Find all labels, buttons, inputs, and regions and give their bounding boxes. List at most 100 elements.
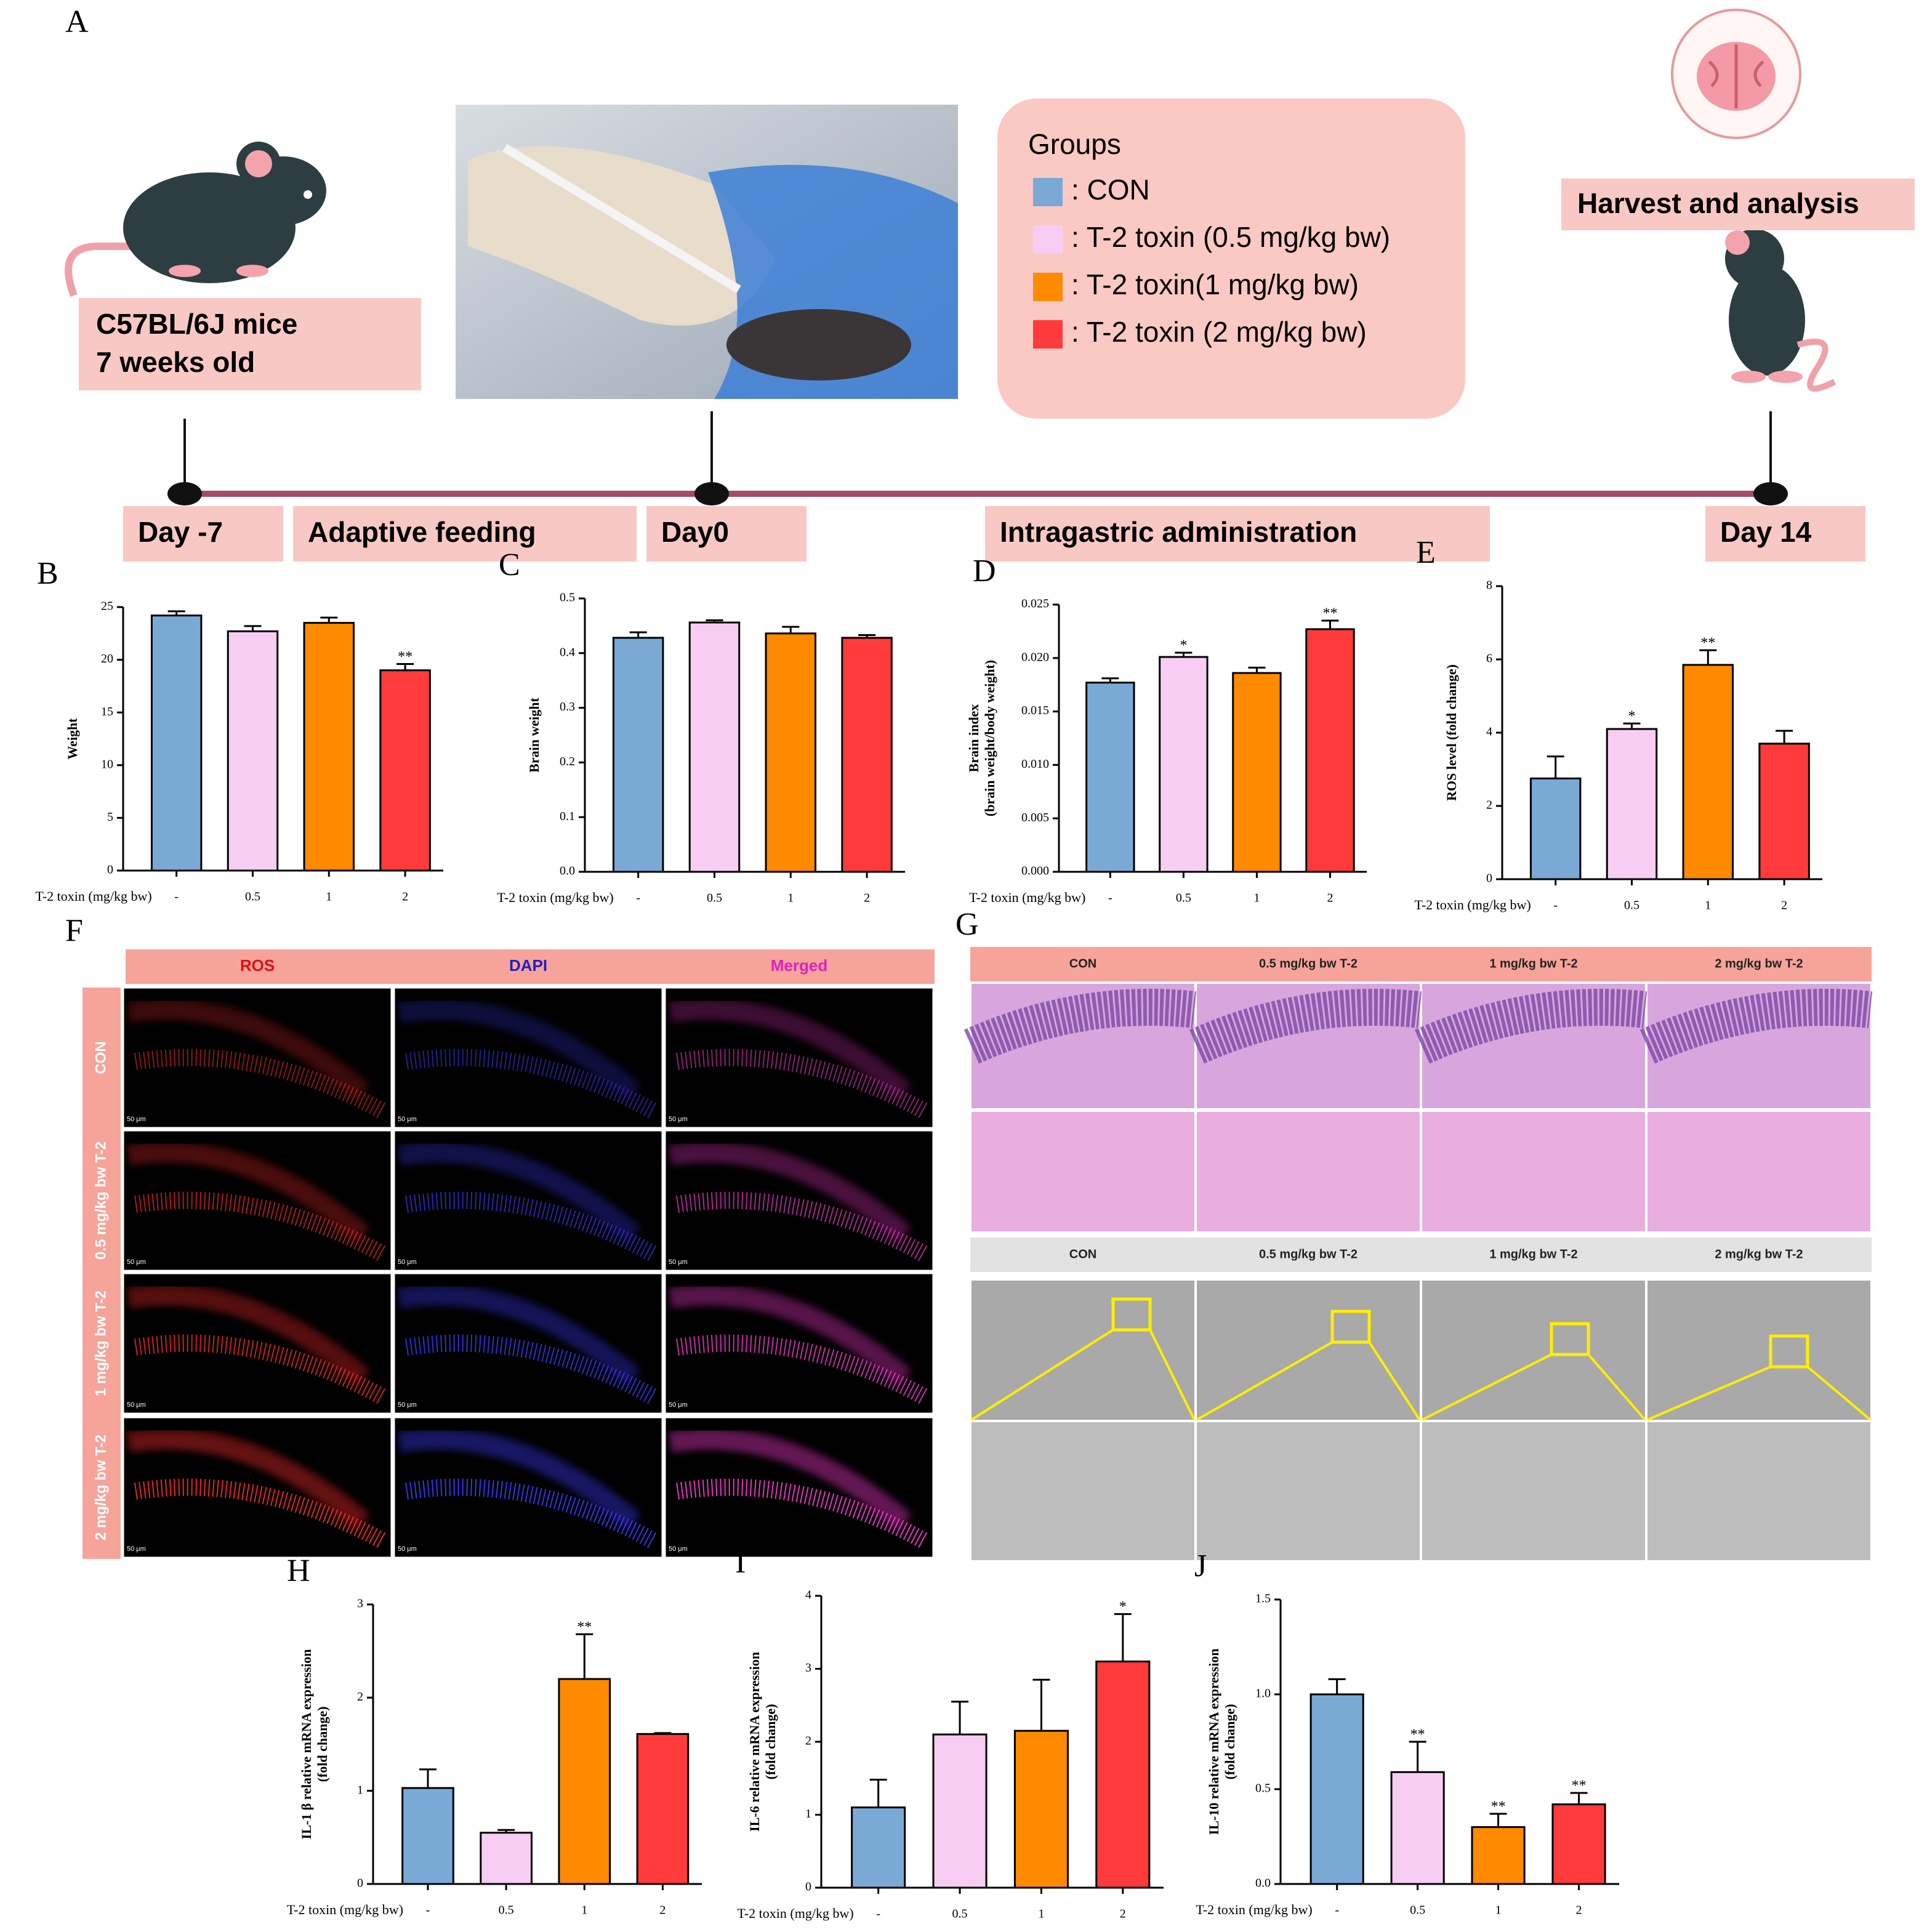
x-tick-label: 2	[1781, 899, 1787, 912]
y-tick-label: 3	[357, 1597, 363, 1611]
stain-band	[669, 999, 912, 1101]
timeline-label: Intragastric administration	[1000, 516, 1357, 548]
stain-band	[398, 1141, 641, 1244]
significance-mark: **	[398, 649, 412, 665]
bar	[851, 1806, 906, 1889]
y-tick-label: 5	[107, 810, 113, 824]
tem-image	[1647, 1281, 1870, 1420]
y-tick-label: 2	[1486, 799, 1492, 812]
y-tick-label: 2	[805, 1734, 811, 1748]
he-layer	[1414, 989, 1647, 1064]
harvest-text: Harvest and analysis	[1577, 187, 1859, 219]
mice-box	[79, 298, 421, 390]
x-tick-label: -	[1335, 1904, 1339, 1917]
x-axis-label: T-2 toxin (mg/kg bw)	[35, 888, 151, 904]
group-swatch	[1033, 273, 1063, 301]
tem-image	[1197, 1281, 1420, 1420]
group-label: : CON	[1071, 174, 1150, 206]
y-tick-label: 0.0	[560, 864, 575, 878]
stain-band	[398, 999, 641, 1101]
error-bar	[1570, 1792, 1588, 1805]
mouse-illustration	[65, 142, 326, 297]
he-image	[1422, 1112, 1645, 1231]
x-tick-label: 2	[1120, 1907, 1126, 1921]
y-tick-label: 0.5	[560, 591, 575, 605]
x-axis-label: T-2 toxin (mg/kg bw)	[1414, 897, 1531, 912]
bar	[765, 632, 817, 873]
x-axis-label: T-2 toxin (mg/kg bw)	[1196, 1902, 1312, 1917]
y-tick-label: 0.005	[1021, 811, 1049, 824]
y-tick-label: 2	[357, 1690, 363, 1704]
error-bar	[706, 619, 723, 623]
he-layer	[1189, 989, 1422, 1064]
x-tick-label: 1	[1038, 1907, 1044, 1921]
group-label: : T-2 toxin (0.5 mg/kg bw)	[1071, 221, 1390, 253]
x-axis-label: T-2 toxin (mg/kg bw)	[737, 1906, 853, 1921]
timeline-box	[293, 506, 637, 561]
y-tick-label: 0.020	[1021, 650, 1049, 664]
y-tick-label: 0	[357, 1877, 363, 1890]
error-bar	[1776, 730, 1793, 744]
y-tick-label: 6	[1486, 652, 1492, 666]
scale-bar-label: 50 μm	[669, 1258, 688, 1266]
y-tick-label: 0.025	[1021, 597, 1049, 611]
scale-bar-label: 50 μm	[127, 1401, 146, 1409]
panel-label: A	[65, 4, 89, 39]
header-bar	[970, 1238, 1872, 1272]
error-bar	[1101, 677, 1119, 683]
bar	[1013, 1729, 1069, 1889]
panel-label: J	[1194, 1548, 1207, 1584]
significance-mark: *	[1628, 709, 1635, 725]
timeline-label: Day 14	[1720, 516, 1812, 548]
timeline-dot	[694, 482, 729, 505]
tem-image	[972, 1422, 1194, 1560]
x-tick-label: 1	[581, 1904, 587, 1917]
scale-bar-label: 50 μm	[669, 1116, 688, 1123]
stain-band	[669, 1284, 912, 1387]
bar	[1390, 1771, 1445, 1885]
y-tick-label: 0	[1486, 872, 1492, 885]
x-axis-label: T-2 toxin (mg/kg bw)	[287, 1902, 403, 1917]
scale-bar-label: 50 μm	[669, 1545, 688, 1553]
panel-label: G	[955, 907, 979, 942]
x-tick-label: 2	[864, 892, 870, 905]
standing-mouse	[1725, 229, 1836, 392]
panel-label: I	[735, 1545, 746, 1580]
stain-band	[127, 1141, 370, 1244]
stain-band	[669, 1141, 912, 1244]
y-axis-label: ROS level (fold change)	[1444, 664, 1459, 801]
y-tick-label: 0.3	[560, 700, 575, 714]
timeline-label: Day -7	[138, 516, 223, 548]
column-label: 0.5 mg/kg bw T-2	[1259, 957, 1358, 970]
x-tick-label: 2	[1576, 1904, 1582, 1917]
y-tick-label: 1.5	[1255, 1592, 1271, 1606]
bar	[1232, 672, 1282, 873]
header-bar	[126, 949, 935, 984]
y-axis-label: IL-10 relative mRNA expression	[1206, 1649, 1221, 1835]
stain-band	[127, 1428, 370, 1531]
bar	[1529, 777, 1582, 880]
row-bar	[82, 988, 121, 1559]
bar	[1758, 743, 1810, 880]
tem-image	[1422, 1422, 1645, 1560]
scale-bar-label: 50 μm	[669, 1401, 688, 1409]
x-tick-label: 0.5	[707, 892, 722, 905]
y-tick-label: 0	[107, 863, 113, 877]
column-label: ROS	[240, 956, 275, 975]
y-tick-label: 0.4	[560, 645, 575, 659]
he-layer	[1639, 989, 1873, 1064]
stain-band	[398, 1284, 641, 1387]
zoom-lines	[970, 1329, 1196, 1421]
column-label: 1 mg/kg bw T-2	[1489, 1247, 1577, 1261]
significance-mark: **	[1491, 1799, 1506, 1815]
zoom-box	[1111, 1297, 1152, 1332]
mice-box-text: C57BL/6J mice	[96, 308, 297, 340]
timeline-label: Adaptive feeding	[308, 516, 536, 548]
bar	[401, 1787, 454, 1885]
y-axis-label: Weight	[65, 718, 80, 760]
x-tick-label: 2	[659, 1904, 666, 1917]
x-tick-label: -	[1108, 892, 1112, 905]
zoom-box	[1330, 1310, 1371, 1344]
error-bar	[1321, 619, 1339, 629]
